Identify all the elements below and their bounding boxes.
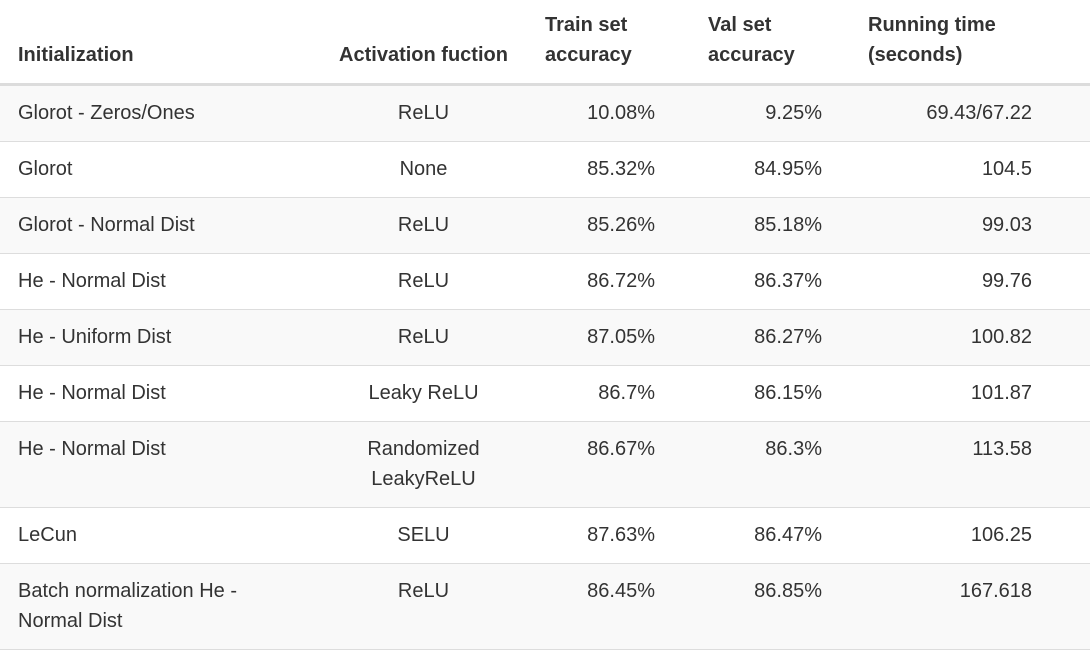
cell-train-accuracy: 86.72% — [537, 253, 700, 310]
header-val-accuracy: Val set accuracy — [700, 0, 860, 86]
header-activation: Activation fuction — [310, 0, 537, 86]
table-row: He - Normal Dist Randomized LeakyReLU 86… — [0, 421, 1090, 508]
cell-train-accuracy: 86.67% — [537, 421, 700, 508]
header-train-accuracy: Train set accuracy — [537, 0, 700, 86]
cell-running-time: 100.82 — [860, 309, 1090, 366]
cell-train-accuracy: 86.7% — [537, 365, 700, 422]
cell-initialization: LeCun — [0, 507, 310, 564]
cell-running-time: 99.03 — [860, 197, 1090, 254]
cell-activation: ReLU — [310, 309, 537, 366]
cell-activation: Leaky ReLU — [310, 365, 537, 422]
table-row: Batch normalization He - Normal Dist ReL… — [0, 563, 1090, 650]
table-row: He - Normal Dist ReLU 86.72% 86.37% 99.7… — [0, 253, 1090, 310]
header-initialization: Initialization — [0, 0, 310, 86]
cell-initialization: He - Normal Dist — [0, 421, 310, 508]
cell-val-accuracy: 84.95% — [700, 141, 860, 198]
cell-val-accuracy: 9.25% — [700, 84, 860, 142]
cell-train-accuracy: 87.63% — [537, 507, 700, 564]
cell-val-accuracy: 86.85% — [700, 563, 860, 650]
cell-initialization: Batch normalization He - Normal Dist — [0, 563, 310, 650]
table-header: Initialization Activation fuction Train … — [0, 0, 1090, 86]
cell-running-time: 106.25 — [860, 507, 1090, 564]
table-row: Glorot - Zeros/Ones ReLU 10.08% 9.25% 69… — [0, 84, 1090, 142]
cell-activation: ReLU — [310, 84, 537, 142]
table-row: Glorot None 85.32% 84.95% 104.5 — [0, 141, 1090, 198]
cell-initialization: He - Uniform Dist — [0, 309, 310, 366]
header-row: Initialization Activation fuction Train … — [0, 0, 1090, 86]
cell-activation: Randomized LeakyReLU — [310, 421, 537, 508]
cell-train-accuracy: 87.05% — [537, 309, 700, 366]
cell-val-accuracy: 86.37% — [700, 253, 860, 310]
cell-initialization: He - Normal Dist — [0, 253, 310, 310]
cell-activation: ReLU — [310, 563, 537, 650]
cell-initialization: Glorot - Zeros/Ones — [0, 84, 310, 142]
cell-train-accuracy: 85.26% — [537, 197, 700, 254]
cell-running-time: 99.76 — [860, 253, 1090, 310]
cell-train-accuracy: 86.45% — [537, 563, 700, 650]
cell-initialization: He - Normal Dist — [0, 365, 310, 422]
table-row: LeCun SELU 87.63% 86.47% 106.25 — [0, 507, 1090, 564]
cell-val-accuracy: 86.47% — [700, 507, 860, 564]
table-row: He - Uniform Dist ReLU 87.05% 86.27% 100… — [0, 309, 1090, 366]
cell-activation: ReLU — [310, 253, 537, 310]
table-body: Glorot - Zeros/Ones ReLU 10.08% 9.25% 69… — [0, 84, 1090, 650]
cell-running-time: 69.43/67.22 — [860, 84, 1090, 142]
cell-activation: None — [310, 141, 537, 198]
table-row: Glorot - Normal Dist ReLU 85.26% 85.18% … — [0, 197, 1090, 254]
cell-activation: SELU — [310, 507, 537, 564]
cell-initialization: Glorot — [0, 141, 310, 198]
cell-val-accuracy: 86.27% — [700, 309, 860, 366]
cell-running-time: 101.87 — [860, 365, 1090, 422]
cell-running-time: 113.58 — [860, 421, 1090, 508]
cell-train-accuracy: 85.32% — [537, 141, 700, 198]
table-row: He - Normal Dist Leaky ReLU 86.7% 86.15%… — [0, 365, 1090, 422]
cell-train-accuracy: 10.08% — [537, 84, 700, 142]
cell-val-accuracy: 86.15% — [700, 365, 860, 422]
cell-running-time: 167.618 — [860, 563, 1090, 650]
header-running-time: Running time (seconds) — [860, 0, 1090, 86]
cell-activation: ReLU — [310, 197, 537, 254]
cell-running-time: 104.5 — [860, 141, 1090, 198]
cell-val-accuracy: 85.18% — [700, 197, 860, 254]
cell-val-accuracy: 86.3% — [700, 421, 860, 508]
cell-initialization: Glorot - Normal Dist — [0, 197, 310, 254]
